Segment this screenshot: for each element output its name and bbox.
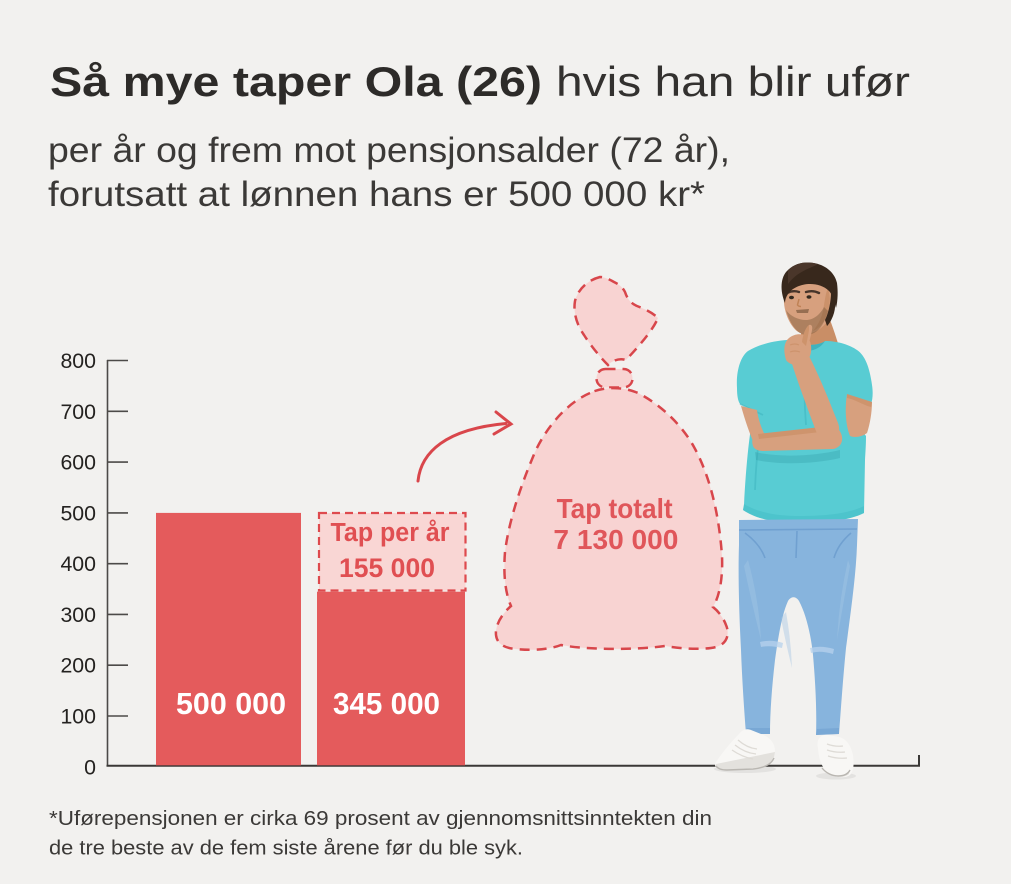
svg-text:de tre beste av de fem siste å: de tre beste av de fem siste årene før d… [49,836,523,859]
svg-text:155 000: 155 000 [339,553,435,583]
svg-text:Tap per år: Tap per år [331,519,450,547]
svg-text:*Uførepensjonen er cirka 69 pr: *Uførepensjonen er cirka 69 prosent av g… [49,807,712,830]
svg-text:600: 600 [60,451,96,475]
svg-text:500 000: 500 000 [176,687,286,721]
svg-text:forutsatt at lønnen hans er 50: forutsatt at lønnen hans er 500 000 kr* [48,175,705,214]
svg-text:500: 500 [60,501,96,525]
svg-text:Så mye taper Ola (26): Så mye taper Ola (26) [50,58,542,105]
svg-text:per år og frem mot pensjonsald: per år og frem mot pensjonsalder (72 år)… [48,131,730,170]
svg-text:100: 100 [60,705,96,729]
svg-text:Tap totalt: Tap totalt [557,493,673,524]
svg-text:400: 400 [60,552,96,576]
svg-text:800: 800 [60,349,96,373]
svg-text:7 130 000: 7 130 000 [553,524,678,555]
svg-text:hvis han blir ufør: hvis han blir ufør [556,58,910,105]
svg-text:345 000: 345 000 [333,687,440,721]
svg-text:700: 700 [60,400,96,424]
svg-text:0: 0 [84,755,96,779]
svg-text:300: 300 [60,603,96,627]
svg-text:200: 200 [60,654,96,678]
